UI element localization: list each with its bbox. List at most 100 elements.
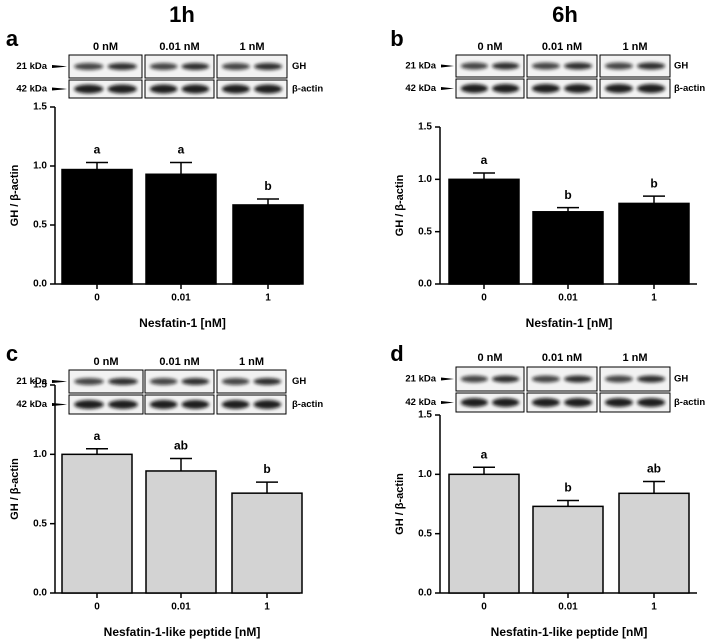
blot-frame (599, 54, 671, 78)
marker-label: 42 kDa (16, 84, 47, 95)
blot-band (149, 84, 178, 94)
blot-band (107, 63, 137, 70)
blot-band (460, 375, 488, 383)
marker-arrow (52, 87, 67, 91)
x-axis-label: Nesfatin-1 [nM] (139, 316, 226, 330)
blot-band (492, 398, 520, 407)
lane-label: 0.01 nM (542, 41, 582, 53)
band-label: GH (292, 376, 306, 387)
y-axis-label: GH / β-actin (394, 174, 406, 236)
marker-arrow (441, 401, 454, 404)
blot-band (637, 62, 666, 70)
lane-label: 1 nM (622, 41, 647, 53)
significance-letter: b (263, 462, 270, 476)
blot-band (254, 63, 283, 70)
significance-letter: b (650, 176, 657, 190)
blot-band (531, 84, 560, 93)
significance-letter: a (94, 143, 101, 157)
lane-label: 0.01 nM (542, 352, 582, 364)
bar (448, 178, 520, 285)
blot-frame (68, 54, 143, 79)
bar (61, 168, 133, 285)
lane-label: 1 nM (622, 352, 647, 364)
blot-band (107, 84, 137, 94)
bar (532, 211, 604, 285)
blot-band (221, 84, 250, 94)
blot-frame (216, 394, 287, 415)
x-tick-label: 0.01 (171, 293, 191, 304)
marker-label: 21 kDa (405, 61, 436, 72)
blot-band (181, 378, 210, 385)
blot-band (74, 84, 104, 94)
blot-band (181, 63, 210, 70)
blot-frame (144, 54, 215, 79)
significance-letter: b (564, 188, 571, 202)
blot-band (181, 400, 210, 409)
significance-letter: a (481, 447, 488, 461)
y-tick-label: 1.0 (418, 469, 432, 480)
blot-frame (599, 392, 671, 413)
blot-frame (216, 54, 288, 79)
blot-frame (599, 78, 671, 99)
blot-frame (455, 54, 525, 78)
significance-letter: b (264, 179, 271, 193)
band-label: β-actin (292, 399, 323, 410)
marker-arrow (52, 380, 67, 383)
y-tick-label: 0.5 (418, 528, 432, 539)
blot-band (531, 62, 560, 70)
x-tick-label: 1 (264, 602, 270, 613)
y-axis-label: GH / β-actin (394, 473, 406, 535)
bar (618, 202, 690, 285)
blot-band (253, 378, 282, 385)
y-axis-label: GH / β-actin (9, 458, 21, 520)
blot-band (604, 62, 633, 70)
blot-band (604, 398, 633, 407)
blot-band (460, 62, 488, 70)
lane-label: 0 nM (93, 41, 118, 53)
marker-arrow (441, 64, 454, 68)
marker-arrow (52, 65, 67, 68)
blot-band (531, 375, 560, 383)
marker-label: 21 kDa (16, 376, 47, 387)
bar (618, 492, 690, 594)
blot-band (149, 400, 178, 409)
panel-letter: d (390, 341, 403, 366)
x-tick-label: 0 (481, 602, 487, 613)
blot-band (564, 62, 593, 70)
y-tick-label: 1.5 (33, 380, 47, 391)
blot-band (492, 62, 520, 70)
blot-frame (526, 78, 598, 99)
marker-label: 42 kDa (405, 83, 436, 94)
panel-letter: b (390, 26, 403, 51)
blot-band (149, 63, 178, 70)
bar (61, 453, 133, 594)
blot-frame (455, 392, 525, 413)
y-tick-label: 1.5 (418, 122, 432, 133)
bar (448, 473, 520, 594)
marker-label: 21 kDa (405, 374, 436, 385)
x-tick-label: 0.01 (558, 293, 578, 304)
column-header: 6h (552, 2, 578, 27)
blot-frame (68, 79, 143, 99)
x-tick-label: 1 (265, 293, 271, 304)
blot-band (221, 63, 250, 70)
bar (232, 204, 304, 285)
blot-band (637, 398, 666, 407)
band-label: GH (674, 61, 688, 72)
x-tick-label: 0 (481, 293, 487, 304)
bar (231, 492, 303, 594)
blot-band (221, 400, 250, 409)
blot-band (108, 400, 138, 409)
marker-label: 42 kDa (405, 397, 436, 408)
blot-band (254, 84, 283, 94)
blot-band (74, 63, 104, 70)
blot-frame (216, 369, 287, 394)
blot-band (74, 378, 104, 385)
significance-letter: ab (174, 439, 188, 453)
blot-band (637, 375, 666, 383)
blot-band (181, 84, 210, 94)
blot-band (531, 398, 560, 407)
lane-label: 0 nM (477, 41, 502, 53)
x-tick-label: 1 (651, 602, 657, 613)
